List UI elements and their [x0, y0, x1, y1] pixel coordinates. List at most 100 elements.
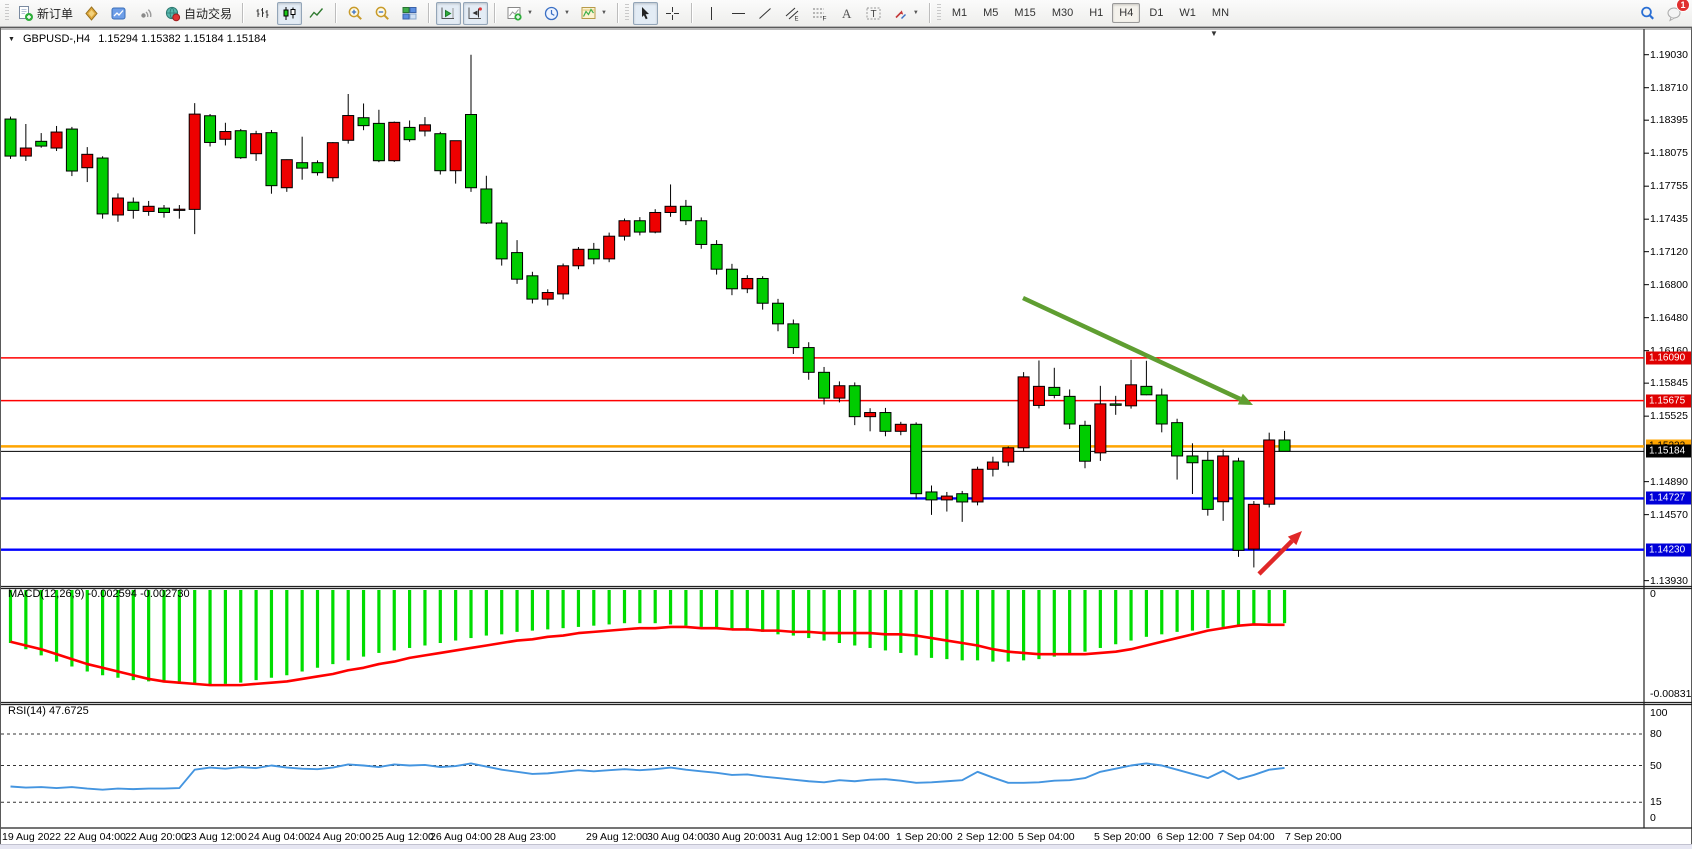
price-tick-label: 1.18395: [1650, 114, 1688, 127]
timeframe-mn-button[interactable]: MN: [1211, 7, 1230, 19]
vertical-line-button[interactable]: [699, 2, 724, 25]
svg-text:A: A: [842, 6, 852, 21]
time-tick-label: 30 Aug 04:00: [647, 831, 709, 843]
toolbar-separator: [616, 3, 619, 23]
price-line-tag: 1.14727: [1646, 491, 1691, 505]
new-order-button[interactable]: 新订单: [13, 2, 77, 25]
toolbar: 新订单 自动交易 ▼ ▼ ▼ E F A T ▼ M1 M5 M15 M30 H1 H4 D1 W1 MN 1: [0, 0, 1692, 27]
time-tick-label: 5 Sep 20:00: [1094, 831, 1151, 843]
toolbar-separator: [428, 3, 431, 23]
svg-text:F: F: [822, 15, 826, 22]
price-tick-label: 1.16480: [1650, 311, 1688, 324]
rsi-axis-label: 15: [1650, 796, 1662, 809]
crosshair-button[interactable]: [660, 2, 685, 25]
bar-chart-icon: [254, 5, 271, 22]
search-button[interactable]: [1635, 2, 1660, 25]
timeframe-m1-button[interactable]: M1: [951, 7, 968, 19]
toolbar-separator: [928, 3, 931, 23]
chevron-down-icon[interactable]: ▼: [527, 10, 533, 16]
timeframe-m5-button[interactable]: M5: [983, 7, 999, 19]
zoom-in-button[interactable]: [343, 2, 368, 25]
trendline-icon: [757, 5, 774, 22]
time-tick-label: 1 Sep 04:00: [833, 831, 890, 843]
rsi-axis-label: 0: [1650, 812, 1656, 824]
chart-symbol-period: GBPUSD-,H4: [22, 33, 91, 45]
market-watch-button[interactable]: [106, 2, 131, 25]
candlestick-chart-button[interactable]: [277, 1, 303, 25]
downtrend-arrow: [1022, 295, 1242, 402]
chart-window[interactable]: ▼ GBPUSD-,H4 1.15294 1.15382 1.15184 1.1…: [0, 27, 1692, 845]
toolbar-separator: [242, 3, 245, 23]
time-tick-label: 5 Sep 04:00: [1018, 831, 1075, 843]
price-tick-label: 1.17120: [1650, 245, 1688, 258]
auto-trading-button[interactable]: 自动交易: [160, 2, 236, 25]
timeframe-h4-button[interactable]: H4: [1112, 3, 1141, 23]
time-tick-label: 7 Sep 20:00: [1285, 831, 1342, 843]
crosshair-icon: [664, 5, 681, 22]
market-watch-icon: [110, 5, 127, 22]
chat-button[interactable]: 1: [1662, 0, 1690, 25]
auto-scroll-button[interactable]: [436, 1, 462, 25]
chevron-down-icon[interactable]: ▼: [912, 10, 919, 16]
toolbar-drag-handle: [624, 4, 629, 22]
toolbar-separator: [335, 3, 338, 23]
periods-button[interactable]: ▼: [539, 2, 574, 25]
signals-button[interactable]: [133, 2, 158, 25]
price-axis[interactable]: 1.19030 1.18710 1.18395 1.18075 1.17755 1.174…: [1645, 28, 1692, 828]
timeframe-d1-button[interactable]: D1: [1149, 7, 1164, 19]
time-tick-label: 1 Sep 20:00: [896, 831, 953, 843]
arrows-icon: [892, 5, 909, 22]
timeframe-h1-button[interactable]: H1: [1089, 7, 1104, 19]
text-label-button[interactable]: T: [861, 2, 886, 25]
pane-separator[interactable]: [1, 584, 1644, 589]
time-tick-label: 24 Aug 20:00: [309, 831, 371, 843]
time-tick-label: 22 Aug 20:00: [125, 831, 187, 843]
time-tick-label: 25 Aug 12:00: [372, 831, 434, 843]
timeframe-m15-button[interactable]: M15: [1014, 7, 1036, 19]
chart-shift-button[interactable]: [463, 1, 489, 25]
chart-ohlc-values: 1.15294 1.15382 1.15184 1.15184: [98, 33, 267, 45]
cursor-button[interactable]: [632, 1, 658, 25]
line-chart-button[interactable]: [304, 2, 329, 25]
signals-icon: [137, 5, 154, 22]
indicators-button[interactable]: ▼: [502, 2, 537, 25]
current-price-tag: 1.15184: [1646, 444, 1691, 458]
time-tick-label: 29 Aug 12:00: [586, 831, 648, 843]
time-axis[interactable]: 19 Aug 2022 22 Aug 04:00 22 Aug 20:00 23 Au…: [1, 829, 1644, 845]
zoom-out-icon: [374, 5, 391, 22]
profiles-button[interactable]: [79, 2, 104, 25]
chevron-down-icon[interactable]: ▼: [600, 10, 607, 16]
bar-chart-button[interactable]: [250, 2, 275, 25]
rsi-axis-label: 80: [1650, 728, 1662, 740]
auto-trading-label: 自动交易: [184, 6, 233, 21]
equidistant-channel-button[interactable]: E: [780, 2, 805, 25]
time-tick-label: 7 Sep 04:00: [1218, 831, 1275, 843]
vertical-line-icon: [703, 5, 720, 22]
chart-shift-marker-icon[interactable]: ▼: [1210, 29, 1218, 38]
new-order-label: 新订单: [37, 6, 74, 21]
auto-scroll-icon: [440, 5, 457, 22]
fibonacci-button[interactable]: F: [807, 2, 832, 25]
pane-separator[interactable]: [1, 700, 1644, 705]
horizontal-line-button[interactable]: [726, 2, 751, 25]
price-chart[interactable]: [1, 28, 1692, 844]
bounce-arrow: [1257, 539, 1294, 576]
timeframe-m30-button[interactable]: M30: [1051, 7, 1074, 19]
svg-text:E: E: [794, 16, 798, 22]
templates-button[interactable]: ▼: [576, 2, 611, 25]
price-tick-label: 1.17755: [1650, 180, 1688, 193]
notification-badge: 1: [1676, 0, 1690, 12]
timeframe-w1-button[interactable]: W1: [1179, 7, 1196, 19]
chevron-down-icon[interactable]: ▼: [563, 10, 570, 16]
trendline-button[interactable]: [753, 2, 778, 25]
zoom-out-button[interactable]: [370, 2, 395, 25]
price-tick-label: 1.16800: [1650, 278, 1688, 291]
time-tick-label: 31 Aug 12:00: [770, 831, 832, 843]
rsi-axis-label: 100: [1650, 707, 1668, 719]
collapse-arrow-icon[interactable]: ▼: [8, 35, 15, 43]
text-button[interactable]: A: [834, 2, 859, 25]
arrows-button[interactable]: ▼: [888, 2, 923, 25]
macd-axis-label: -0.008317: [1650, 688, 1692, 700]
tile-windows-button[interactable]: [397, 2, 422, 25]
search-icon: [1639, 5, 1656, 22]
